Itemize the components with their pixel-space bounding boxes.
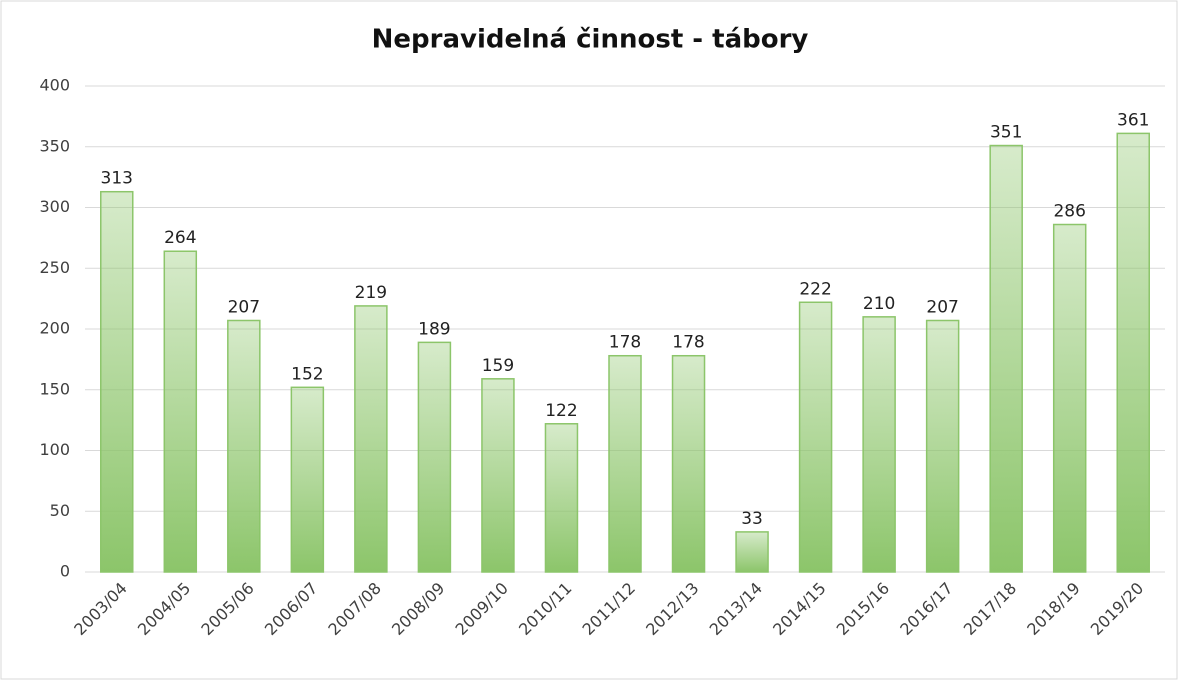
bar: [925, 319, 960, 573]
bar: [290, 386, 325, 573]
y-tick-label: 350: [39, 136, 70, 155]
data-label: 207: [926, 297, 958, 317]
bar: [417, 341, 452, 573]
bar: [862, 316, 896, 573]
data-label: 313: [101, 169, 133, 189]
y-tick-label: 50: [50, 501, 70, 520]
bar: [354, 305, 388, 573]
data-label: 159: [482, 356, 514, 376]
bar: [163, 250, 198, 573]
data-label: 178: [609, 333, 641, 353]
data-label: 264: [164, 228, 196, 248]
data-label: 152: [291, 364, 323, 384]
y-tick-label: 250: [39, 258, 70, 277]
data-label: 222: [799, 279, 831, 299]
y-tick-label: 150: [39, 379, 70, 398]
y-tick-label: 0: [60, 562, 70, 581]
bar: [1116, 132, 1150, 573]
bar: [544, 423, 579, 573]
data-label: 361: [1117, 110, 1149, 130]
bar: [100, 190, 134, 573]
data-label: 219: [355, 283, 387, 303]
bar: [989, 144, 1023, 573]
data-label: 210: [863, 294, 895, 314]
y-tick-label: 300: [39, 197, 70, 216]
data-label: 122: [545, 401, 577, 421]
data-label: 286: [1053, 202, 1085, 222]
y-tick-label: 100: [39, 440, 70, 459]
bar: [671, 354, 706, 573]
bar: [1052, 223, 1087, 573]
bar: [481, 378, 515, 573]
data-label: 189: [418, 319, 450, 339]
data-label: 178: [672, 333, 704, 353]
bar: [798, 301, 833, 573]
chart-title: Nepravidelná činnost - tábory: [372, 25, 809, 55]
data-label: 351: [990, 123, 1022, 143]
data-label: 33: [741, 509, 763, 529]
data-label: 207: [228, 297, 260, 317]
y-tick-label: 200: [39, 319, 70, 338]
bar: [608, 354, 642, 573]
y-tick-label: 400: [39, 76, 70, 95]
bar: [735, 531, 769, 573]
bar: [227, 319, 261, 573]
